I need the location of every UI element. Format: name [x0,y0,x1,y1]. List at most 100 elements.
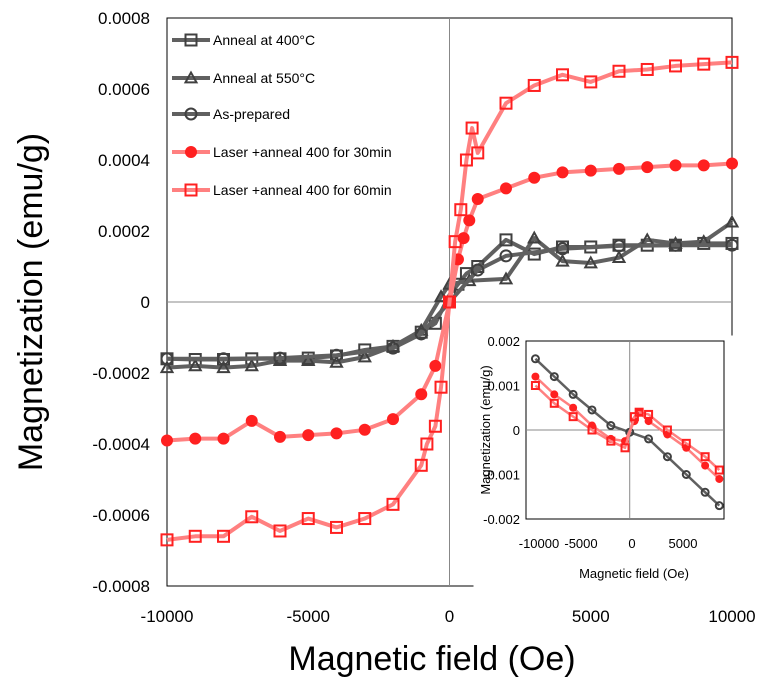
main-y-tick-label: -0.0004 [92,435,150,454]
data-point [160,352,174,366]
data-point [217,432,230,445]
data-point [726,157,738,170]
inset-x-axis-label: Magnetic field (Oe) [579,566,689,581]
data-point [420,437,434,451]
inset-y-tick-label: -0.002 [483,512,520,527]
main-x-tick-labels: -10000 -5000 0 5000 10000 [141,607,756,626]
inset-data-point [568,389,578,399]
data-point [330,348,343,362]
legend-label: Laser +anneal 400 for 30min [213,144,392,160]
data-point [584,75,598,89]
inset-data-point [550,390,559,399]
data-point [527,78,541,92]
data-point [725,238,739,252]
inset-data-point [587,405,597,415]
legend-marker [185,146,197,158]
inset-y-tick-label: 0 [513,423,520,438]
series-line [166,220,734,370]
main-x-tick-label: -5000 [287,607,330,626]
inset-y-tick-labels: -0.002 -0.001 0 0.001 0.002 [483,334,520,527]
inset-data-point [549,398,559,408]
data-point [217,352,230,366]
data-point [498,271,514,285]
legend-marker [183,70,199,84]
inset-data-point [620,443,630,453]
inset-data-point [715,474,724,483]
data-point [669,159,682,172]
inset-y-axis-label: Magnetization (emu/g) [478,365,493,494]
data-point [724,214,740,228]
data-point [414,458,428,472]
inset-data-point [606,436,616,446]
data-point [330,520,343,534]
inset-x-tick-label: 0 [628,536,635,551]
data-point [330,427,343,440]
data-point [500,182,512,195]
legend-marker [184,107,198,121]
data-point [555,253,570,267]
inset-data-point [569,403,578,412]
main-x-tick-label: 10000 [708,607,755,626]
legend-item: Anneal at 550°C [172,70,315,86]
inset-data-point [700,452,710,462]
legend-label: As-prepared [213,106,290,122]
data-point [414,327,428,341]
inset-data-point [530,381,540,390]
legend-label: Anneal at 550°C [213,70,315,86]
legend-item: Anneal at 400°C [172,32,315,48]
inset-y-tick-label: -0.001 [483,468,520,483]
data-point [329,354,344,368]
data-point [499,96,513,110]
inset-x-tick-label: -5000 [564,536,597,551]
data-point [556,68,569,82]
data-point [161,434,173,447]
legend-item: As-prepared [172,106,290,122]
data-point [274,430,286,443]
data-point [612,64,626,78]
data-point [669,238,682,252]
data-point [584,164,597,177]
inset-data-point [644,434,654,444]
inset-data-point [530,354,540,364]
data-point [358,423,371,436]
main-y-tick-label: 0.0006 [98,80,150,99]
inset-y-tick-label: 0.002 [487,334,520,349]
legend-label: Laser +anneal 400 for 60min [213,182,392,198]
data-point [159,360,175,374]
data-point [386,497,400,511]
data-point [465,121,479,135]
data-point [528,171,541,184]
main-series-group [159,55,740,547]
main-x-tick-label: 0 [445,607,454,626]
main-y-axis-label: Magnetization (emu/g) [12,133,50,471]
data-point [471,193,484,206]
data-point [301,353,316,366]
legend-item: Laser +anneal 400 for 60min [172,182,392,198]
inset-data-point [549,372,559,382]
inset-data-point [662,425,672,435]
data-point [556,242,569,256]
data-point [188,358,203,372]
data-point [697,57,711,71]
data-point [640,62,654,76]
main-y-tick-label: -0.0008 [92,577,150,596]
inset-plot: -0.002 -0.001 0 0.001 0.002 -10000 -5000 0 5000… [473,334,746,591]
inset-data-point [681,470,691,479]
inset-data-point [568,412,578,422]
data-point [499,249,513,263]
inset-data-point [701,461,710,470]
data-point [189,432,202,445]
data-point [217,529,230,543]
data-point [160,533,174,547]
data-point [471,146,485,160]
data-point [641,161,654,174]
data-point [583,255,598,269]
inset-data-point [531,372,540,381]
main-x-tick-label: 5000 [572,607,610,626]
inset-series-3 [530,381,724,475]
inset-data-point [587,425,597,435]
inset-series-group [530,354,724,511]
data-point [387,413,399,426]
series-line [166,60,733,542]
